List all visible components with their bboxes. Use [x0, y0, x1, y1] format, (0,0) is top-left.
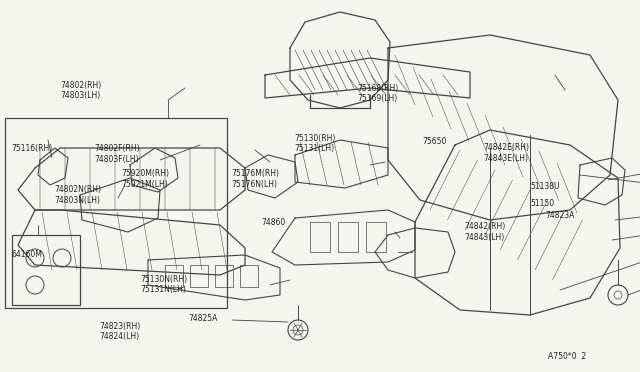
- Text: 75650: 75650: [422, 137, 447, 146]
- Bar: [310, 222, 330, 252]
- Bar: [338, 222, 358, 252]
- Text: 74860: 74860: [261, 218, 285, 227]
- Bar: [12, 235, 80, 305]
- Text: 74802N(RH)
74803N(LH): 74802N(RH) 74803N(LH): [54, 185, 101, 205]
- Bar: [240, 265, 258, 287]
- Text: 74802F(RH)
74803F(LH): 74802F(RH) 74803F(LH): [95, 144, 140, 164]
- Bar: [366, 222, 386, 252]
- Text: 75130(RH)
75131(LH): 75130(RH) 75131(LH): [294, 134, 336, 153]
- Text: 74802(RH)
74803(LH): 74802(RH) 74803(LH): [61, 81, 102, 100]
- Text: A750*0  2: A750*0 2: [548, 352, 586, 360]
- Bar: [165, 265, 183, 287]
- Text: 51138U: 51138U: [530, 182, 559, 190]
- Text: 74842(RH)
74843(LH): 74842(RH) 74843(LH): [464, 222, 505, 242]
- Bar: [5, 118, 227, 308]
- Text: 74823A: 74823A: [545, 211, 575, 220]
- Text: 51150: 51150: [530, 199, 554, 208]
- Text: 74823(RH)
74824(LH): 74823(RH) 74824(LH): [99, 322, 140, 341]
- Bar: [215, 265, 233, 287]
- Text: 74842E(RH)
74843E(LH): 74842E(RH) 74843E(LH): [483, 143, 529, 163]
- Text: 64160M: 64160M: [12, 250, 42, 259]
- Text: 75920M(RH)
75921M(LH): 75920M(RH) 75921M(LH): [122, 169, 170, 189]
- Text: 75168(RH)
75169(LH): 75168(RH) 75169(LH): [357, 84, 398, 103]
- Text: 74825A: 74825A: [189, 314, 218, 323]
- Text: 75176M(RH)
75176N(LH): 75176M(RH) 75176N(LH): [232, 169, 280, 189]
- Text: 75130N(RH)
75131N(LH): 75130N(RH) 75131N(LH): [141, 275, 188, 294]
- Bar: [190, 265, 208, 287]
- Text: 75116(RH): 75116(RH): [12, 144, 52, 153]
